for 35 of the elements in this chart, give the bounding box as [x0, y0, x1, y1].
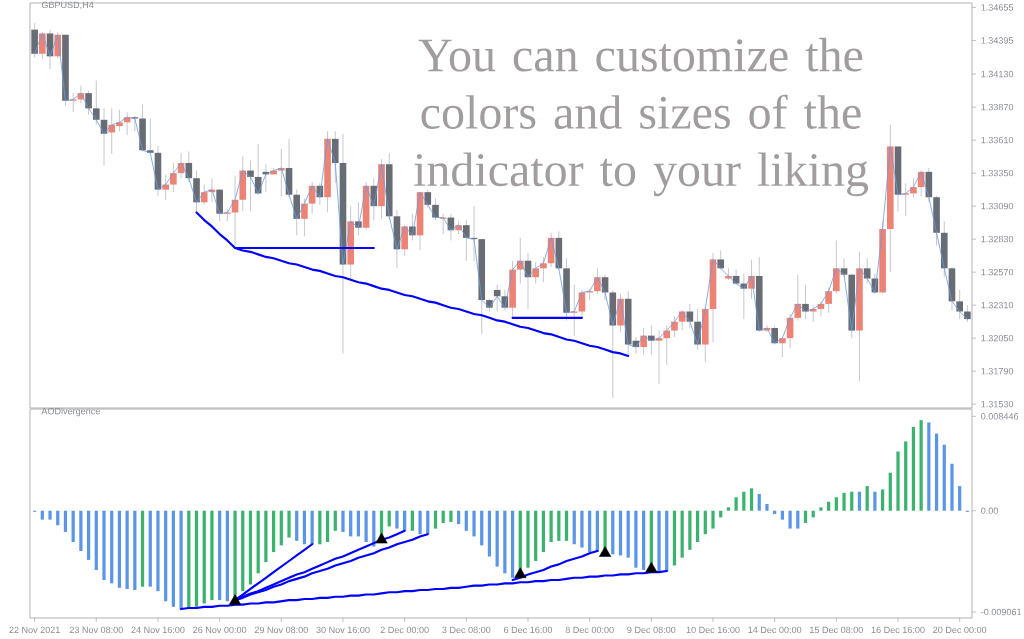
- x-tick-label: 30 Nov 16:00: [316, 626, 370, 634]
- y-tick-label: 1.32830: [981, 235, 1014, 243]
- x-tick-label: 20 Dec 00:00: [933, 626, 987, 634]
- x-tick-label: 2 Dec 00:00: [380, 626, 429, 634]
- x-tick-label: 9 Dec 08:00: [627, 626, 676, 634]
- y-tick-label: 1.33610: [981, 136, 1014, 144]
- y-tick-label: 1.32310: [981, 301, 1014, 309]
- x-tick-label: 26 Nov 00:00: [193, 626, 247, 634]
- x-tick-label: 3 Dec 08:00: [442, 626, 491, 634]
- x-tick-label: 6 Dec 16:00: [504, 626, 553, 634]
- y-tick-label: 0.008446: [981, 413, 1019, 420]
- y-tick-label: 1.34395: [981, 37, 1014, 44]
- y-tick-label: 1.34130: [981, 70, 1014, 78]
- y-tick-label: 1.31530: [981, 400, 1014, 408]
- x-tick-label: 15 Dec 08:00: [810, 626, 863, 634]
- y-tick-label: -0.009061: [981, 608, 1022, 616]
- y-tick-label: 1.33350: [981, 169, 1014, 177]
- y-tick-label: 1.32570: [981, 268, 1014, 276]
- x-tick-label: 23 Nov 08:00: [69, 626, 123, 634]
- chart-title: GBPUSD,H4: [41, 1, 94, 10]
- chart-title: AODivergence: [41, 407, 100, 417]
- x-tick-label: 10 Dec 16:00: [686, 626, 740, 634]
- y-tick-label: 1.33870: [981, 103, 1014, 111]
- x-tick-label: 24 Nov 16:00: [131, 626, 185, 634]
- x-tick-label: 29 Nov 08:00: [254, 626, 308, 634]
- x-tick-label: 22 Nov 2021: [9, 626, 60, 634]
- x-tick-label: 16 Dec 16:00: [871, 626, 925, 634]
- annotation: You can customize the colors and sizes of the indicator to your liking: [414, 37, 869, 197]
- x-tick-label: 14 Dec 00:00: [748, 626, 802, 634]
- y-tick-label: 0.00: [981, 507, 999, 514]
- x-tick-label: 8 Dec 00:00: [565, 626, 614, 634]
- y-tick-label: 1.31790: [981, 367, 1014, 375]
- y-tick-label: 1.33090: [981, 202, 1014, 210]
- y-tick-label: 1.34655: [981, 4, 1014, 11]
- y-tick-label: 1.32050: [981, 334, 1014, 342]
